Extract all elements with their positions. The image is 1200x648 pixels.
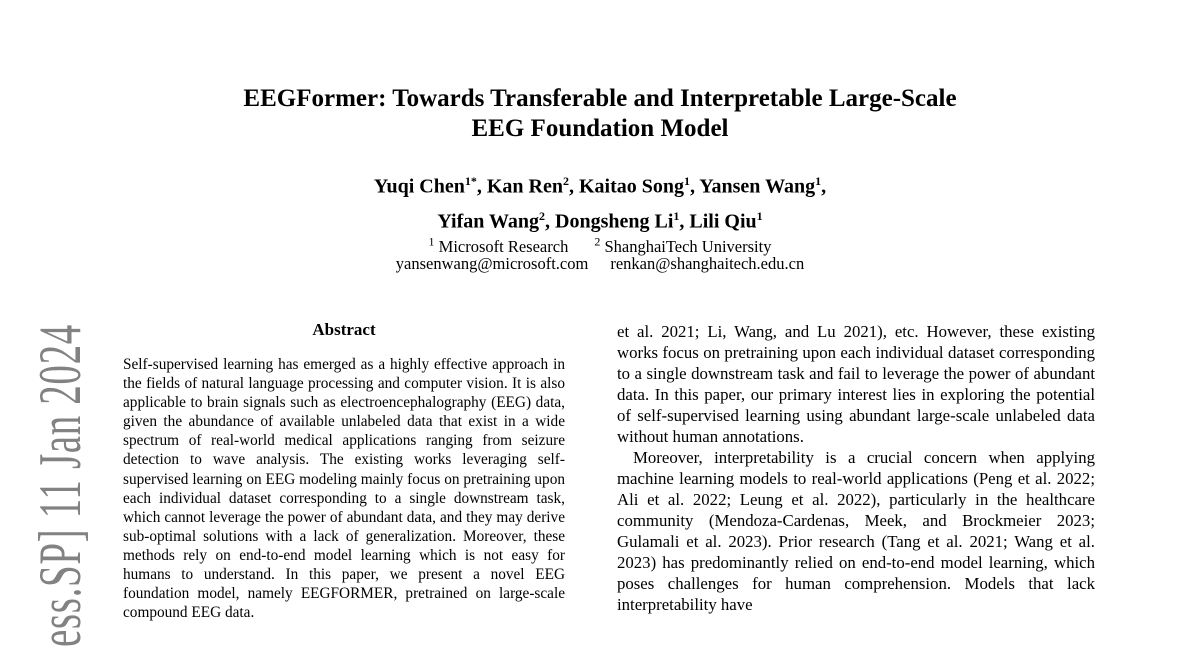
author-name: Lili Qiu	[689, 210, 757, 233]
affiliation-marker: 2	[594, 234, 601, 248]
author-affil-marker: 1	[815, 174, 822, 188]
author-name: Yuqi Chen	[373, 175, 465, 198]
affiliation-item: 1 Microsoft Research	[428, 234, 569, 256]
abstract-text: Self-supervised learning has emerged as …	[123, 356, 565, 622]
author-affil-marker: 1	[684, 174, 691, 188]
author-affil-marker: 2	[563, 174, 569, 188]
author-affil-marker: 2	[539, 208, 546, 223]
author-name: Yifan Wang	[437, 210, 540, 233]
author-list: Yuqi Chen1*, Kan Ren2, Kaitao Song1, Yan…	[0, 167, 1200, 236]
affiliation-name: ShanghaiTech University	[600, 236, 772, 256]
author-affil-marker: 1	[756, 208, 763, 223]
author-separator: ,	[476, 175, 487, 198]
email-address: renkan@shanghaitech.edu.cn	[610, 254, 805, 273]
paper-title-line-1: EEGFormer: Towards Transferable and Inte…	[243, 85, 957, 112]
author-name: Kaitao Song	[579, 175, 685, 198]
affiliation-item: 2 ShanghaiTech University	[594, 234, 772, 256]
body-paragraph-2: Moreover, interpretability is a crucial …	[617, 448, 1095, 614]
paper-title-line-2: EEG Foundation Model	[471, 115, 729, 142]
arxiv-watermark: eess.SP] 11 Jan 2024	[27, 324, 93, 648]
author-affil-marker: 1*	[464, 174, 477, 188]
author-name: Kan Ren	[486, 175, 563, 198]
abstract-heading: Abstract	[312, 320, 376, 339]
right-column: et al. 2021; Li, Wang, and Lu 2021), etc…	[617, 321, 1095, 648]
author-line: Yuqi Chen1*, Kan Ren2, Kaitao Song1, Yan…	[0, 167, 1200, 202]
author-separator: ,	[545, 210, 556, 233]
author-separator: ,	[690, 175, 700, 198]
paper-title: EEGFormer: Towards Transferable and Inte…	[0, 84, 1200, 144]
author-line: Yifan Wang2, Dongsheng Li1, Lili Qiu1	[0, 202, 1200, 237]
author-separator: ,	[821, 175, 827, 198]
author-name: Yansen Wang	[699, 175, 816, 198]
author-separator: ,	[569, 175, 579, 198]
affiliation-list: 1 Microsoft Research 2 ShanghaiTech Unive…	[0, 231, 1200, 257]
author-separator: ,	[679, 210, 690, 233]
left-column: Abstract Self-supervised learning has em…	[123, 320, 565, 622]
body-paragraph-1: et al. 2021; Li, Wang, and Lu 2021), etc…	[617, 322, 1095, 446]
affiliation-marker: 1	[428, 234, 435, 248]
author-affil-marker: 1	[673, 208, 680, 223]
email-address: yansenwang@microsoft.com	[395, 254, 589, 273]
affiliation-name: Microsoft Research	[434, 236, 569, 256]
author-name: Dongsheng Li	[555, 210, 674, 233]
email-list: yansenwang@microsoft.com renkan@shanghait…	[0, 253, 1200, 274]
